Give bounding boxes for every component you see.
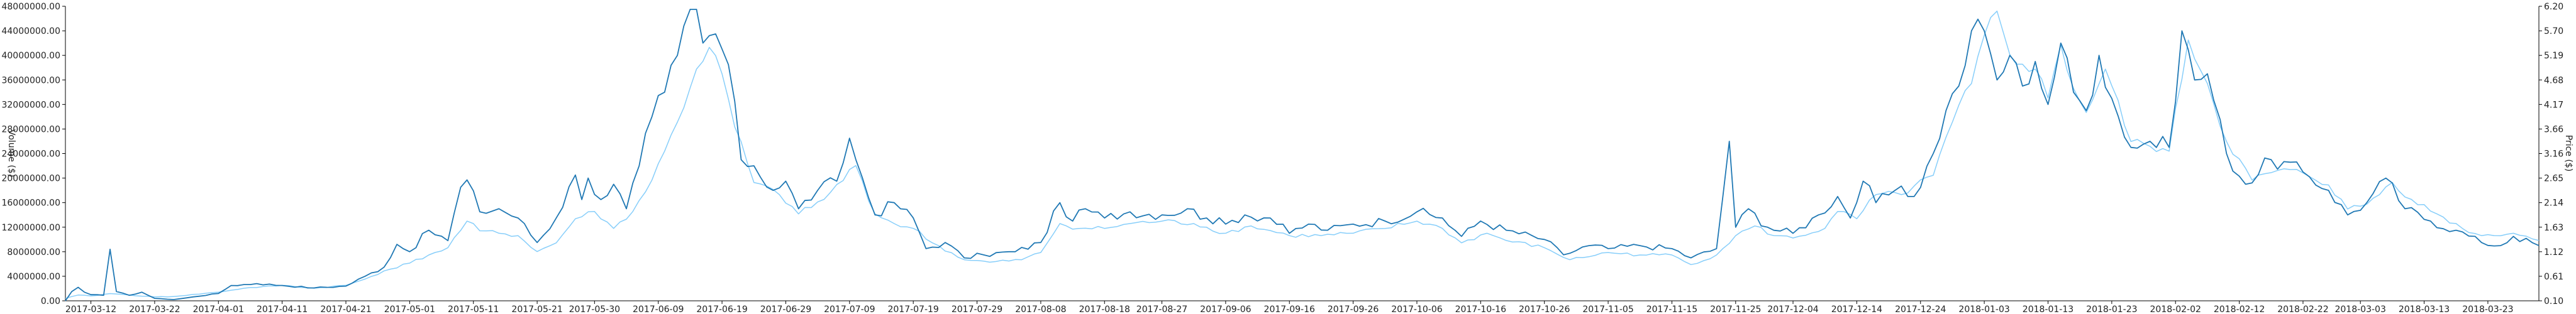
x-tick-label: 2018-03-23 bbox=[2462, 305, 2513, 314]
x-tick-label: 2017-10-26 bbox=[1519, 305, 1570, 314]
y-left-tick-label: 8000000.00 bbox=[7, 247, 60, 257]
x-tick-label: 2018-01-23 bbox=[2086, 305, 2137, 314]
x-tick-label: 2017-11-25 bbox=[1710, 305, 1761, 314]
x-axis-ticks: 2017-03-12 2017-03-22 2017-04-01 2017-04-11… bbox=[65, 301, 2514, 314]
x-tick-label: 2017-10-06 bbox=[1391, 305, 1442, 314]
y-left-tick-label: 4000000.00 bbox=[7, 272, 60, 282]
y-left-tick-label: 24000000.00 bbox=[1, 149, 60, 160]
y-left-tick-label: 44000000.00 bbox=[1, 26, 60, 36]
x-tick-label: 2017-05-01 bbox=[384, 305, 435, 314]
y-left-tick-label: 28000000.00 bbox=[1, 124, 60, 134]
y-right-tick-label: 2.14 bbox=[2544, 198, 2563, 208]
x-tick-label: 2017-10-16 bbox=[1455, 305, 1506, 314]
y-axis-right-title: Price ($) bbox=[2563, 135, 2573, 171]
series-layer bbox=[65, 9, 2540, 301]
y-right-tick-label: 1.12 bbox=[2544, 247, 2563, 257]
y-right-tick-label: 1.63 bbox=[2544, 223, 2563, 233]
y-axis-right-ticks: 0.10 0.61 1.12 1.63 2.14 2.65 3.16 3.66 4.17 4.68… bbox=[2539, 2, 2563, 306]
y-left-tick-label: 20000000.00 bbox=[1, 174, 60, 184]
y-left-tick-label: 48000000.00 bbox=[1, 2, 60, 12]
x-tick-label: 2017-09-06 bbox=[1200, 305, 1251, 314]
x-tick-label: 2018-03-13 bbox=[2399, 305, 2450, 314]
x-tick-label: 2017-07-09 bbox=[824, 305, 875, 314]
x-tick-label: 2017-03-22 bbox=[129, 305, 180, 314]
x-tick-label: 2017-08-08 bbox=[1015, 305, 1066, 314]
x-tick-label: 2017-06-09 bbox=[633, 305, 684, 314]
y-left-tick-label: 0.00 bbox=[41, 296, 60, 306]
y-right-tick-label: 2.65 bbox=[2544, 174, 2563, 184]
x-tick-label: 2017-04-11 bbox=[257, 305, 308, 314]
x-tick-label: 2018-01-03 bbox=[1958, 305, 2009, 314]
x-tick-label: 2017-12-04 bbox=[1767, 305, 1818, 314]
y-right-tick-label: 5.19 bbox=[2544, 51, 2563, 61]
y-right-tick-label: 6.20 bbox=[2544, 2, 2563, 12]
x-tick-label: 2017-09-26 bbox=[1328, 305, 1379, 314]
x-tick-label: 2017-12-14 bbox=[1831, 305, 1882, 314]
x-tick-label: 2018-01-13 bbox=[2023, 305, 2074, 314]
x-tick-label: 2017-05-11 bbox=[448, 305, 499, 314]
y-right-tick-label: 4.17 bbox=[2544, 100, 2563, 110]
y-right-tick-label: 4.68 bbox=[2544, 75, 2563, 85]
x-tick-label: 2017-11-05 bbox=[1582, 305, 1633, 314]
y-left-tick-label: 40000000.00 bbox=[1, 51, 60, 61]
y-right-tick-label: 5.70 bbox=[2544, 26, 2563, 36]
x-tick-label: 2017-06-29 bbox=[760, 305, 811, 314]
y-left-tick-label: 32000000.00 bbox=[1, 100, 60, 110]
axes bbox=[65, 6, 2540, 301]
y-right-tick-label: 3.16 bbox=[2544, 149, 2563, 160]
y-right-tick-label: 0.61 bbox=[2544, 272, 2563, 282]
x-tick-label: 2018-02-22 bbox=[2277, 305, 2328, 314]
x-tick-label: 2017-03-12 bbox=[65, 305, 116, 314]
y-right-tick-label: 3.66 bbox=[2544, 124, 2563, 134]
x-tick-label: 2017-07-19 bbox=[887, 305, 938, 314]
volume-line bbox=[65, 9, 2540, 301]
y-left-tick-label: 36000000.00 bbox=[1, 75, 60, 85]
x-tick-label: 2017-05-21 bbox=[511, 305, 562, 314]
x-tick-label: 2018-02-02 bbox=[2150, 305, 2201, 314]
y-left-tick-label: 16000000.00 bbox=[1, 198, 60, 208]
x-tick-label: 2017-11-15 bbox=[1646, 305, 1697, 314]
x-tick-label: 2017-04-21 bbox=[320, 305, 371, 314]
price-line bbox=[65, 10, 2540, 299]
x-tick-label: 2017-04-01 bbox=[193, 305, 244, 314]
x-tick-label: 2018-02-12 bbox=[2214, 305, 2265, 314]
y-left-tick-label: 12000000.00 bbox=[1, 223, 60, 233]
x-tick-label: 2018-03-03 bbox=[2334, 305, 2385, 314]
x-tick-label: 2017-06-19 bbox=[696, 305, 747, 314]
x-tick-label: 2017-07-29 bbox=[952, 305, 1002, 314]
y-axis-left-ticks: 0.00 4000000.00 8000000.00 12000000.00 16000… bbox=[1, 2, 65, 306]
x-tick-label: 2017-12-24 bbox=[1895, 305, 1946, 314]
x-tick-label: 2017-08-27 bbox=[1136, 305, 1187, 314]
x-tick-label: 2017-09-16 bbox=[1264, 305, 1315, 314]
y-axis-left-title: Volume ($) bbox=[6, 129, 16, 177]
x-tick-label: 2017-08-18 bbox=[1079, 305, 1130, 314]
y-right-tick-label: 0.10 bbox=[2544, 296, 2563, 306]
x-tick-label: 2017-05-30 bbox=[569, 305, 620, 314]
